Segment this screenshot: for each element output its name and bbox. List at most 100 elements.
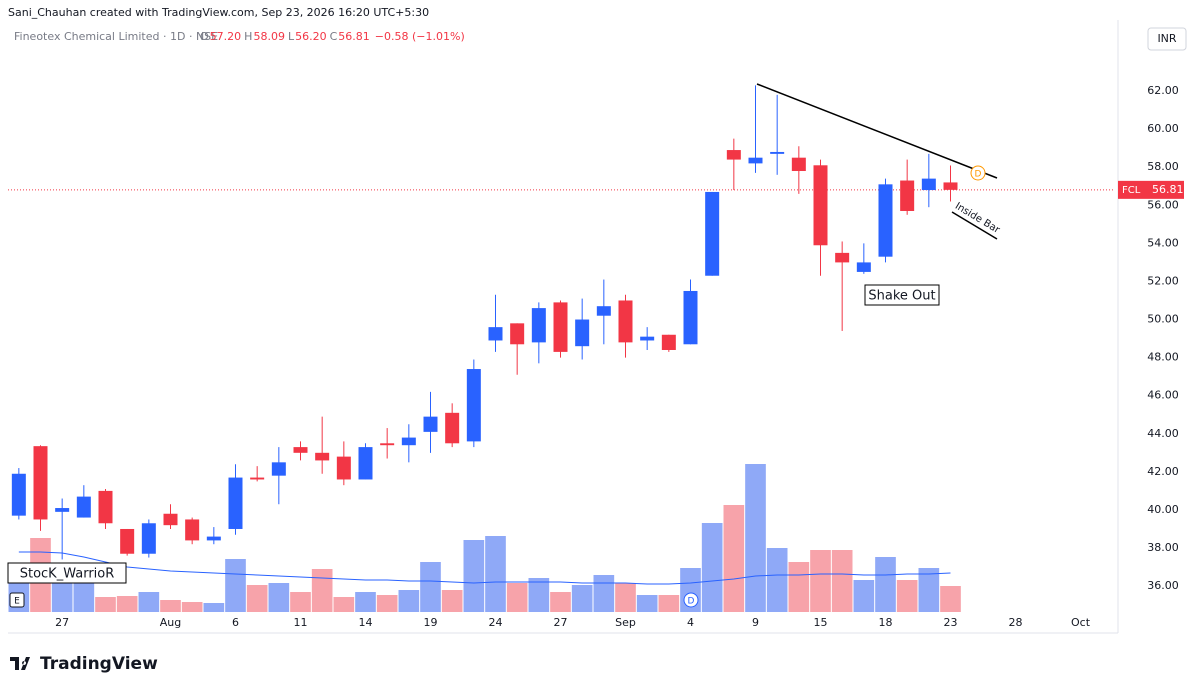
x-tick-label: 27 — [554, 616, 568, 629]
logo-text: TradingView — [40, 654, 158, 674]
ohlc-value: 58.09 — [253, 30, 285, 43]
volume-bar — [593, 575, 615, 612]
candle-body — [900, 180, 915, 211]
x-tick-label: 15 — [814, 616, 828, 629]
candle-body — [293, 447, 308, 453]
last-price-label: 56.81 — [1152, 183, 1184, 196]
volume-bar — [463, 540, 485, 612]
volume-bar — [225, 559, 246, 612]
volume-bar — [896, 580, 918, 612]
candle-body — [271, 462, 286, 476]
currency-box[interactable] — [1147, 27, 1187, 51]
candle-body — [33, 446, 48, 520]
candle-body — [120, 528, 135, 554]
shake-out-box — [864, 284, 940, 306]
x-tick-label: 11 — [294, 616, 308, 629]
volume-bar — [290, 592, 311, 612]
volume-bar — [441, 590, 463, 612]
x-tick-label: 9 — [752, 616, 759, 629]
y-tick-label: 62.00 — [1147, 84, 1179, 97]
candle-body — [618, 300, 633, 343]
volume-bar — [246, 585, 268, 612]
logo: TradingView — [10, 654, 158, 674]
candle-body — [358, 447, 373, 480]
volume-bar — [831, 550, 853, 612]
candle-body — [228, 477, 243, 529]
candle-body — [640, 336, 655, 341]
ohlc-key: O — [200, 30, 209, 43]
shake-out-label: Shake Out — [868, 289, 935, 304]
candle-body — [531, 308, 546, 343]
candle-body — [315, 452, 330, 461]
author-label: StocK_WarrioR — [20, 567, 115, 582]
y-tick-label: 58.00 — [1147, 160, 1179, 173]
inside-bar-label: Inside Bar — [953, 201, 1002, 237]
candle-body — [856, 262, 871, 272]
alert-marker[interactable] — [970, 165, 986, 181]
author-box — [7, 562, 127, 584]
x-tick-label: Sep — [615, 616, 636, 629]
volume-bar — [506, 583, 528, 612]
candle-body — [770, 151, 785, 154]
candle-body — [488, 327, 503, 341]
volume-bar — [268, 583, 290, 612]
x-tick-label: 23 — [944, 616, 958, 629]
candle-body — [835, 252, 850, 263]
volume-bar — [853, 580, 875, 612]
candle-body — [553, 302, 568, 352]
ohlc-value: 57.20 — [210, 30, 242, 43]
volume-bar — [355, 592, 376, 612]
y-tick-label: 36.00 — [1147, 579, 1179, 592]
y-tick-label: 44.00 — [1147, 427, 1179, 440]
candle-body — [55, 508, 70, 512]
volume-bar — [571, 585, 593, 612]
volume-ma — [18, 551, 951, 585]
candle-body — [98, 490, 113, 524]
volume-bar — [701, 523, 723, 612]
volume-bar — [51, 575, 73, 612]
volume-bar — [766, 548, 788, 612]
candle-body — [878, 184, 893, 257]
currency[interactable]: INR — [1157, 32, 1176, 45]
volume-bar — [615, 583, 636, 612]
volume-bar — [420, 562, 441, 612]
ohlc-value: 56.81 — [338, 30, 370, 43]
candle-body — [250, 477, 265, 480]
logo-icon — [10, 657, 30, 670]
y-tick-label: 60.00 — [1147, 122, 1179, 135]
y-tick-label: 40.00 — [1147, 503, 1179, 516]
earnings-label[interactable]: E — [14, 597, 20, 607]
volume-bar — [723, 505, 745, 612]
volume-bar — [95, 597, 116, 612]
dividend-marker[interactable] — [683, 592, 699, 608]
candle-body — [791, 157, 806, 172]
volume-bar — [311, 569, 333, 612]
candle-body — [466, 369, 481, 442]
volume-bar — [550, 592, 571, 612]
candle-body — [705, 191, 720, 276]
candle-body — [575, 319, 590, 347]
last-price-box — [1118, 180, 1184, 199]
volume-bar — [376, 595, 398, 612]
x-tick-label: 28 — [1009, 616, 1023, 629]
volume-bar — [528, 578, 550, 612]
volume-bar — [788, 562, 810, 612]
earnings-marker[interactable] — [9, 592, 25, 608]
y-tick-label: 42.00 — [1147, 465, 1179, 478]
candle-body — [748, 157, 763, 164]
y-tick-label: 54.00 — [1147, 236, 1179, 249]
candle-body — [921, 178, 936, 191]
trendline — [756, 83, 998, 179]
ohlc-key: H — [244, 30, 252, 43]
volume-bar — [918, 568, 940, 612]
candle-body — [163, 513, 178, 526]
candle-body — [401, 437, 416, 446]
volume-bar — [181, 602, 203, 612]
candle-body — [683, 290, 698, 345]
plot: 36.00 38.00 40.00 42.00 44.00 46.00 48.00 50.00… — [8, 84, 1184, 629]
arrow-line — [951, 211, 998, 240]
alert-label[interactable]: D — [975, 170, 982, 180]
volume-bar — [745, 464, 766, 612]
dividend-label[interactable]: D — [688, 597, 695, 607]
credit: Sani_Chauhan created with TradingView.co… — [8, 6, 429, 19]
